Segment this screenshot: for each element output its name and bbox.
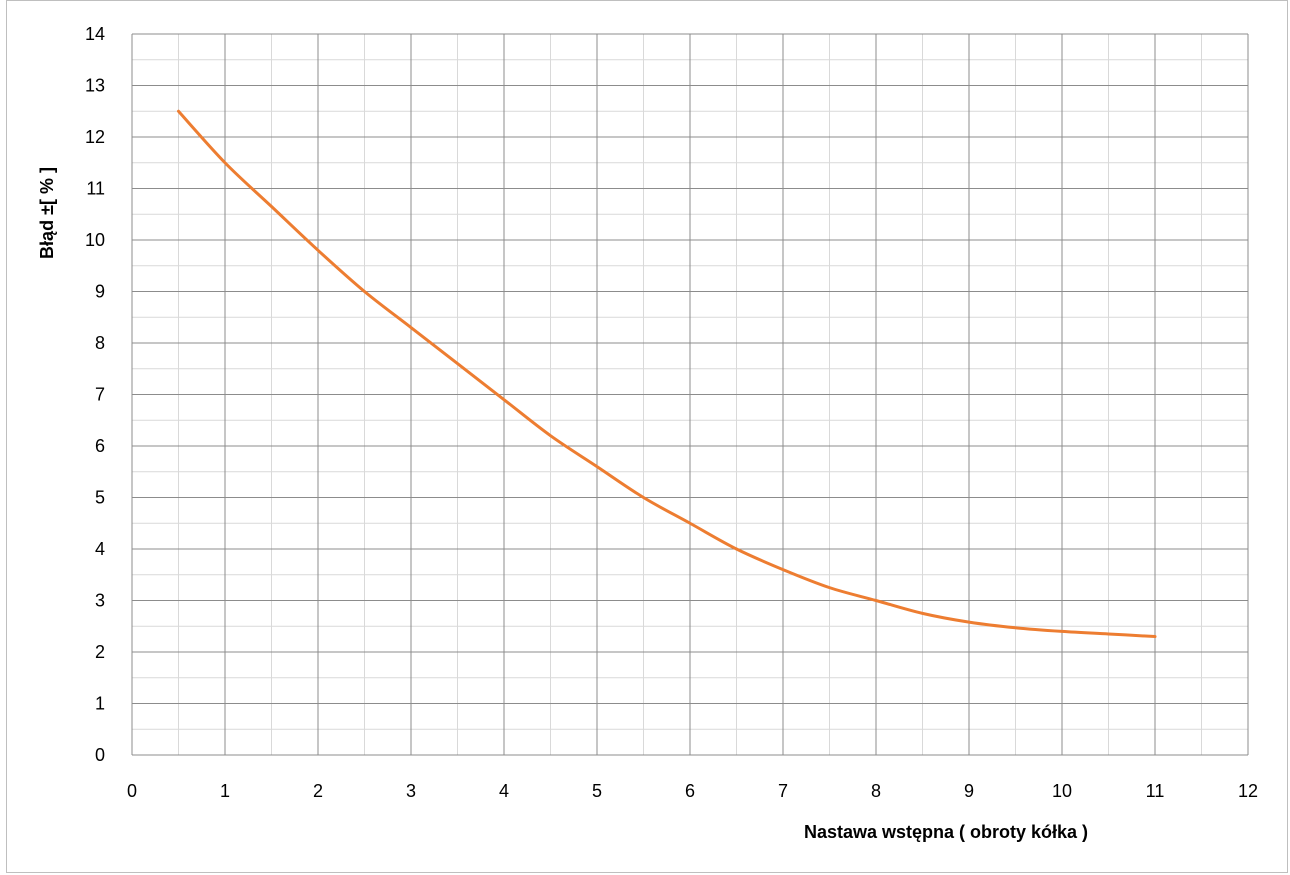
series-layer	[177, 109, 1157, 639]
x-tick-label: 9	[964, 781, 974, 801]
y-tick-label: 0	[95, 745, 105, 765]
x-tick-label: 12	[1238, 781, 1258, 801]
x-tick-label: 3	[406, 781, 416, 801]
chart-frame	[6, 0, 1288, 873]
series-line	[177, 109, 1157, 639]
y-tick-label: 5	[95, 488, 105, 508]
y-tick-label: 6	[95, 436, 105, 456]
x-tick-label: 10	[1052, 781, 1072, 801]
y-axis-title: Błąd ±[ % ]	[37, 167, 57, 259]
y-tick-label: 11	[86, 179, 105, 199]
x-tick-label: 5	[592, 781, 602, 801]
y-tick-label: 7	[95, 385, 105, 405]
x-tick-label: 7	[778, 781, 788, 801]
x-tick-label: 0	[127, 781, 137, 801]
y-tick-label: 12	[85, 127, 105, 147]
y-tick-label: 10	[85, 230, 105, 250]
x-tick-label: 1	[220, 781, 230, 801]
y-tick-label: 4	[95, 539, 105, 559]
y-tick-label: 8	[95, 333, 105, 353]
y-tick-label: 13	[85, 76, 105, 96]
x-tick-label: 6	[685, 781, 695, 801]
y-tick-label: 9	[95, 282, 105, 302]
y-tick-label: 1	[95, 694, 105, 714]
y-tick-label: 14	[85, 24, 105, 44]
y-tick-label: 3	[95, 591, 105, 611]
x-tick-labels: 0 1 2 3 4 5 6 7 8 9 10 11 12	[127, 781, 1258, 801]
x-tick-label: 2	[313, 781, 323, 801]
x-tick-label: 8	[871, 781, 881, 801]
y-tick-label: 2	[95, 642, 105, 662]
x-tick-label: 4	[499, 781, 509, 801]
x-axis-title: Nastawa wstępna ( obroty kółka )	[804, 822, 1088, 842]
major-grid	[131, 33, 1249, 756]
x-tick-label: 11	[1146, 781, 1165, 801]
